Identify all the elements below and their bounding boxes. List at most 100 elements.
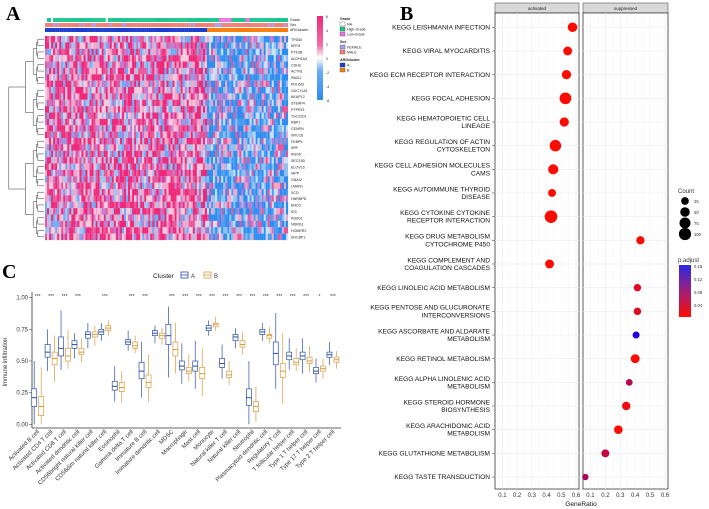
heatmap-cell (207, 55, 210, 62)
heatmap-cell (249, 138, 252, 145)
heatmap-cell (61, 189, 64, 196)
heatmap-cell (204, 61, 208, 68)
heatmap-cell (275, 157, 278, 164)
heatmap-cell (59, 112, 62, 119)
heatmap-cell (265, 48, 268, 56)
heatmap-cell (152, 93, 155, 100)
heatmap-cell (49, 106, 52, 113)
heatmap-cell (67, 195, 70, 202)
heatmap-cell (63, 138, 66, 145)
heatmap-cell (207, 118, 210, 126)
heatmap-cell (247, 144, 250, 151)
heatmap-cell (142, 67, 145, 75)
heatmap-cell (115, 67, 118, 75)
heatmap-cell (73, 61, 76, 68)
heatmap-cell (144, 169, 147, 177)
heatmap-cell (202, 189, 206, 196)
heatmap-cell (93, 150, 96, 158)
gene-label: ENO3 (291, 204, 301, 208)
heatmap-cell (57, 150, 60, 158)
heatmap-cell (241, 195, 244, 202)
heatmap-cell (263, 42, 266, 49)
grade-annotation-cell (198, 18, 202, 22)
heatmap-cell (121, 227, 125, 234)
heatmap-cell (204, 106, 208, 113)
heatmap-cell (71, 195, 74, 202)
heatmap-cell (223, 99, 226, 107)
heatmap-cell (227, 99, 230, 107)
heatmap-cell (172, 48, 175, 56)
heatmap-cell (160, 169, 163, 177)
heatmap-cell (209, 195, 212, 202)
pathway-label: KEGG TASTE TRANSDUCTION (394, 474, 490, 481)
heatmap-cell (63, 118, 66, 126)
heatmap-cell (271, 233, 274, 241)
heatmap-cell (207, 163, 210, 170)
heatmap-cell (49, 189, 52, 196)
heatmap-cell (217, 169, 220, 177)
heatmap-cell (170, 131, 173, 139)
heatmap-cell (194, 176, 197, 183)
heatmap-cell (99, 125, 102, 132)
sex-annotation-cell (162, 23, 165, 27)
box-B (293, 358, 300, 366)
heatmap-cell (83, 214, 86, 221)
heatmap-cell (146, 157, 149, 164)
heatmap-cell (113, 80, 116, 88)
heatmap-cell (158, 157, 161, 164)
heatmap-cell (223, 61, 226, 68)
pathway-label: KEGG ECM RECEPTOR INTERACTION (370, 72, 491, 79)
heatmap-cell (202, 80, 206, 88)
heatmap-cell (117, 99, 121, 107)
heatmap-cell (251, 150, 254, 158)
sex-annotation-cell (67, 23, 70, 27)
heatmap-cell (269, 144, 272, 151)
heatmap-cell (221, 42, 224, 49)
cluster-annotation-cell (281, 28, 285, 32)
heatmap-cell (237, 163, 240, 170)
sex-annotation-cell (53, 23, 56, 27)
heatmap-cell (172, 214, 175, 221)
heatmap-cell (79, 48, 82, 56)
heatmap-cell (63, 233, 66, 241)
heatmap-legend: 6420-2-4-6GradeNAHigh-GradeLow-GradeSexF… (317, 15, 366, 103)
heatmap-cell (253, 176, 256, 183)
heatmap-cell (156, 36, 159, 43)
heatmap-cell (229, 220, 232, 228)
heatmap-cell (263, 106, 266, 113)
heatmap-cell (257, 150, 260, 158)
gene-label: SEC31B (291, 159, 305, 163)
heatmap-cell (97, 182, 100, 190)
heatmap-cell (209, 233, 212, 241)
heatmap-cell (198, 227, 202, 234)
heatmap-cell (128, 195, 131, 202)
heatmap-cell (221, 227, 224, 234)
heatmap-cell (273, 80, 276, 88)
heatmap-cell (267, 144, 270, 151)
heatmap-cell (71, 74, 74, 81)
heatmap-cell (126, 112, 129, 119)
heatmap-cell (142, 80, 145, 88)
heatmap-cell (107, 74, 110, 81)
heatmap-cell (182, 176, 185, 183)
heatmap-cell (174, 150, 177, 158)
heatmap-cell (158, 125, 161, 132)
heatmap-cell (136, 220, 139, 228)
heatmap-cell (117, 176, 121, 183)
heatmap-cell (211, 125, 214, 132)
heatmap-cell (261, 208, 264, 215)
heatmap-cell (132, 227, 135, 234)
heatmap-cell (111, 67, 114, 75)
heatmap-cell (192, 118, 195, 126)
heatmap-cell (170, 42, 173, 49)
heatmap-cell (247, 233, 250, 241)
heatmap-cell (51, 131, 54, 139)
heatmap-cell (271, 150, 274, 158)
heatmap-cell (172, 125, 175, 132)
heatmap-cell (71, 182, 74, 190)
heatmap-cell (174, 208, 177, 215)
heatmap-cell (109, 67, 112, 75)
heatmap-cell (174, 61, 177, 68)
heatmap-cell (202, 233, 206, 241)
heatmap-cell (134, 157, 137, 164)
